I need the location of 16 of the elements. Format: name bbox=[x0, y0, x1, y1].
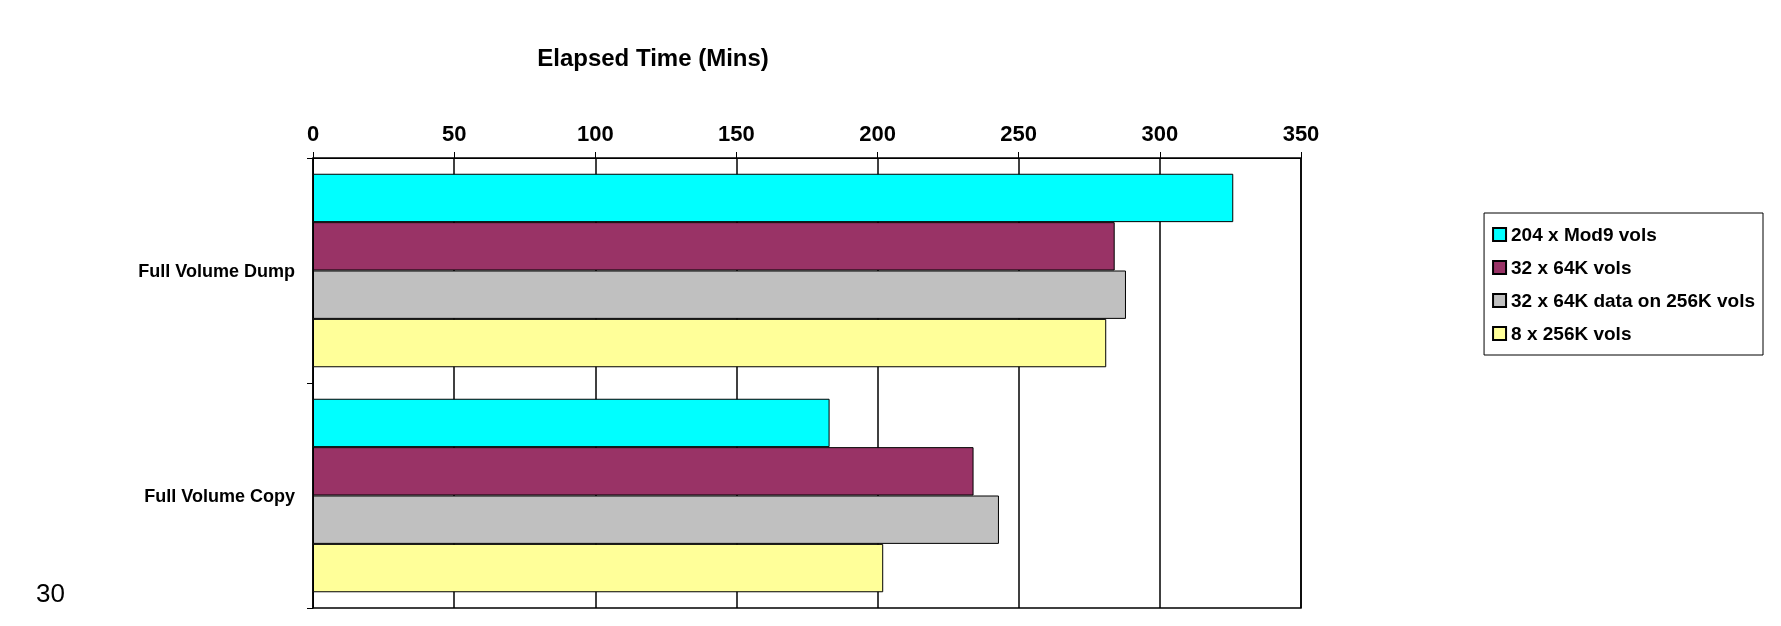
x-tick-label: 250 bbox=[1000, 120, 1038, 146]
x-tick-label: 200 bbox=[859, 120, 896, 146]
x-tick-label: 300 bbox=[1141, 120, 1179, 146]
legend-label: 32 x 64K data on 256K vols bbox=[1511, 290, 1756, 311]
x-tick-label: 350 bbox=[1282, 120, 1320, 146]
text: 30 bbox=[36, 578, 65, 608]
x-tick-label: 50 bbox=[441, 120, 467, 146]
legend-label: 204 x Mod9 vols bbox=[1511, 224, 1657, 245]
legend-label: 32 x 64K vols bbox=[1511, 257, 1632, 278]
x-tick-label: 0 bbox=[306, 120, 320, 146]
y-tick-label: Full Volume Copy bbox=[144, 485, 295, 506]
chart-title: Elapsed Time (Mins) bbox=[537, 43, 769, 71]
x-tick-label: 150 bbox=[718, 120, 755, 146]
legend-label: 8 x 256K vols bbox=[1511, 323, 1632, 344]
y-tick-label: Full Volume Dump bbox=[138, 260, 295, 281]
x-tick-label: 100 bbox=[576, 120, 614, 146]
